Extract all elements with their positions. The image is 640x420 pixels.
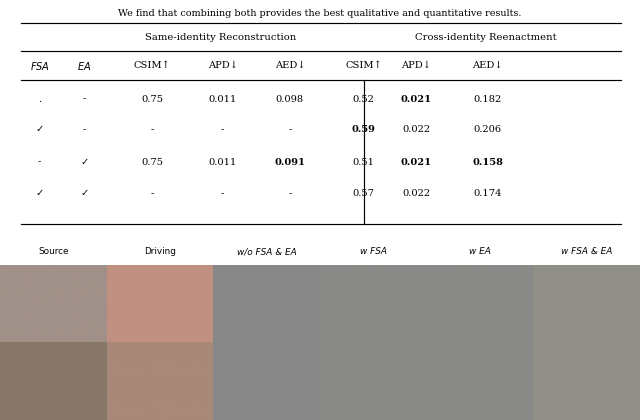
Text: We find that combining both provides the best qualitative and quantitative resul: We find that combining both provides the…	[118, 9, 522, 18]
Text: -: -	[221, 189, 225, 198]
Text: 0.011: 0.011	[209, 158, 237, 166]
Text: ✓: ✓	[36, 189, 44, 199]
Text: ✓: ✓	[36, 124, 44, 134]
Text: w/o FSA & EA: w/o FSA & EA	[237, 247, 296, 256]
Text: 0.57: 0.57	[353, 189, 374, 198]
Text: -: -	[150, 189, 154, 198]
Text: Cross-identity Reenactment: Cross-identity Reenactment	[415, 33, 557, 42]
Text: 0.098: 0.098	[276, 94, 304, 104]
Text: 0.011: 0.011	[209, 94, 237, 104]
Text: ✓: ✓	[81, 157, 88, 167]
Text: -: -	[83, 94, 86, 104]
Text: $\mathit{FSA}$: $\mathit{FSA}$	[29, 60, 50, 72]
Text: 0.51: 0.51	[353, 158, 374, 166]
Text: 0.021: 0.021	[401, 94, 431, 104]
Text: CSIM↑: CSIM↑	[134, 61, 171, 70]
Text: 0.52: 0.52	[353, 94, 374, 104]
Text: w EA: w EA	[469, 247, 491, 256]
Text: ✓: ✓	[81, 189, 88, 199]
Text: 0.022: 0.022	[402, 189, 430, 198]
Text: 0.158: 0.158	[472, 158, 503, 166]
Text: 0.022: 0.022	[402, 125, 430, 134]
Text: 0.75: 0.75	[141, 158, 163, 166]
Text: -: -	[38, 158, 42, 166]
Text: Same-identity Reconstruction: Same-identity Reconstruction	[145, 33, 296, 42]
Text: 0.091: 0.091	[275, 158, 305, 166]
Text: APD↓: APD↓	[401, 61, 431, 70]
Text: 0.174: 0.174	[474, 189, 502, 198]
Text: w FSA: w FSA	[360, 247, 387, 256]
Text: Driving: Driving	[144, 247, 176, 256]
Text: AED↓: AED↓	[275, 61, 305, 70]
Text: .: .	[38, 94, 41, 104]
Text: 0.021: 0.021	[401, 158, 431, 166]
Text: $\mathit{EA}$: $\mathit{EA}$	[77, 60, 92, 72]
Text: -: -	[288, 189, 292, 198]
Text: 0.59: 0.59	[351, 125, 376, 134]
Text: -: -	[221, 125, 225, 134]
Text: 0.206: 0.206	[474, 125, 502, 134]
Text: -: -	[83, 125, 86, 134]
Text: 0.75: 0.75	[141, 94, 163, 104]
Text: 0.182: 0.182	[474, 94, 502, 104]
Text: APD↓: APD↓	[208, 61, 237, 70]
Text: CSIM↑: CSIM↑	[345, 61, 382, 70]
Text: Source: Source	[38, 247, 68, 256]
Text: -: -	[150, 125, 154, 134]
Text: w FSA & EA: w FSA & EA	[561, 247, 612, 256]
Text: -: -	[288, 125, 292, 134]
Text: AED↓: AED↓	[472, 61, 503, 70]
